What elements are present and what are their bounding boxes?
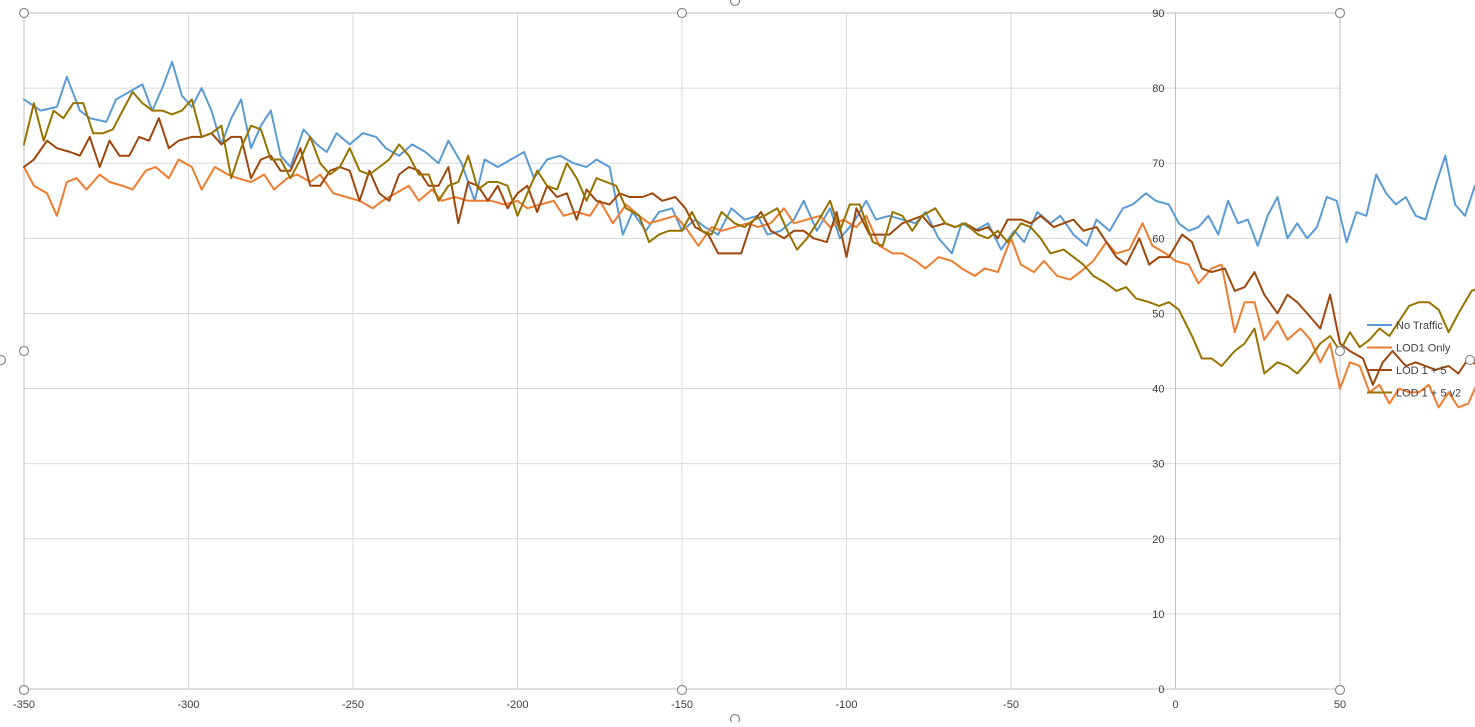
y-tick-label: 60 [1152, 233, 1164, 245]
y-tick-label: 50 [1152, 308, 1164, 320]
legend-label: LOD1 Only [1396, 343, 1451, 355]
y-tick-label: 90 [1152, 8, 1164, 20]
resize-handle[interactable] [0, 354, 7, 366]
x-tick-label: -300 [177, 699, 199, 711]
resize-handle[interactable] [1464, 354, 1475, 366]
resize-handle[interactable] [676, 684, 688, 696]
x-tick-labels: -350 -300 -250 -200 -150 -100 -50 0 50 [13, 699, 1346, 711]
x-tick-label: -150 [671, 699, 693, 711]
resize-handle[interactable] [1334, 7, 1346, 19]
legend-label: No Traffic [1396, 320, 1443, 332]
series-line-lod-1-5 [23, 117, 1475, 386]
x-tick-label: -350 [13, 699, 35, 711]
y-tick-label: 10 [1152, 609, 1164, 621]
series-line-no-traffic [23, 60, 1475, 255]
resize-handle[interactable] [18, 7, 30, 19]
legend-label: LOD 1 + 5 v2 [1396, 388, 1461, 400]
series-line-lod1-only [23, 158, 1475, 409]
legend: No Traffic LOD1 Only LOD 1 + 5 LOD 1 + 5 v2 [1367, 320, 1461, 400]
resize-handle[interactable] [676, 7, 688, 19]
resize-handle[interactable] [729, 713, 741, 725]
y-tick-labels: 0 10 20 30 40 50 60 70 80 90 [1152, 8, 1164, 696]
resize-handle[interactable] [18, 345, 30, 357]
resize-handle[interactable] [1334, 345, 1346, 357]
series-line-lod-1-5-v2 [23, 90, 1475, 375]
resize-handle[interactable] [729, 0, 741, 7]
resize-handle[interactable] [18, 684, 30, 696]
series-lines [23, 60, 1475, 409]
x-tick-label: -100 [835, 699, 857, 711]
y-tick-label: 80 [1152, 83, 1164, 95]
x-tick-label: -50 [1003, 699, 1019, 711]
y-tick-label: 70 [1152, 158, 1164, 170]
y-tick-label: 20 [1152, 534, 1164, 546]
y-tick-label: 30 [1152, 459, 1164, 471]
resize-handle[interactable] [1334, 684, 1346, 696]
legend-label: LOD 1 + 5 [1396, 365, 1446, 377]
x-tick-label: -200 [506, 699, 528, 711]
y-tick-label: 40 [1152, 384, 1164, 396]
x-tick-label: -250 [342, 699, 364, 711]
x-tick-label: 50 [1334, 699, 1346, 711]
y-tick-label: 0 [1158, 684, 1164, 696]
x-tick-label: 0 [1172, 699, 1178, 711]
